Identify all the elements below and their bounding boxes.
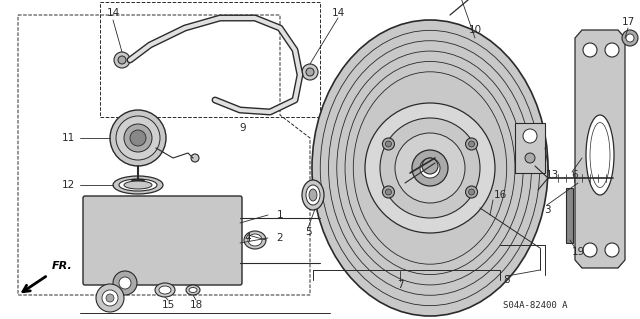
Text: 8: 8	[504, 275, 510, 285]
Ellipse shape	[124, 181, 152, 189]
Text: S04A-82400 A: S04A-82400 A	[503, 300, 567, 309]
Ellipse shape	[248, 234, 262, 246]
Ellipse shape	[306, 185, 320, 205]
Circle shape	[118, 56, 126, 64]
Circle shape	[525, 153, 535, 163]
Circle shape	[116, 116, 160, 160]
Circle shape	[605, 243, 619, 257]
Circle shape	[124, 124, 152, 152]
Bar	[515, 123, 545, 173]
Text: 16: 16	[493, 190, 507, 200]
Text: 19: 19	[572, 247, 584, 257]
Circle shape	[468, 189, 475, 195]
Ellipse shape	[119, 179, 157, 191]
Text: 13: 13	[545, 170, 559, 180]
Circle shape	[465, 138, 477, 150]
Ellipse shape	[302, 180, 324, 210]
Bar	[566, 188, 573, 243]
Ellipse shape	[186, 285, 200, 295]
Circle shape	[622, 30, 638, 46]
Text: FR.: FR.	[52, 261, 73, 271]
Text: 12: 12	[61, 180, 75, 190]
Circle shape	[306, 68, 314, 76]
Ellipse shape	[586, 115, 614, 195]
Ellipse shape	[189, 287, 197, 293]
Ellipse shape	[312, 20, 548, 316]
Text: 17: 17	[621, 17, 635, 27]
Circle shape	[380, 118, 480, 218]
Circle shape	[412, 150, 448, 186]
Text: 14: 14	[106, 8, 120, 18]
Ellipse shape	[244, 231, 266, 249]
Polygon shape	[575, 30, 625, 268]
Circle shape	[385, 189, 392, 195]
Bar	[100, 2, 320, 117]
Circle shape	[106, 294, 114, 302]
Circle shape	[302, 64, 318, 80]
Circle shape	[583, 43, 597, 57]
Circle shape	[468, 141, 475, 147]
Circle shape	[626, 34, 634, 42]
Text: 1: 1	[276, 210, 284, 220]
Circle shape	[385, 141, 392, 147]
Text: 18: 18	[189, 300, 203, 310]
Circle shape	[365, 103, 495, 233]
Ellipse shape	[159, 286, 171, 294]
Circle shape	[395, 133, 465, 203]
Circle shape	[110, 110, 166, 166]
Circle shape	[583, 243, 597, 257]
Circle shape	[465, 186, 477, 198]
Text: 15: 15	[161, 300, 175, 310]
Text: 5: 5	[305, 227, 311, 237]
Text: 10: 10	[468, 25, 481, 35]
Ellipse shape	[113, 176, 163, 194]
Text: 2: 2	[276, 233, 284, 243]
Circle shape	[119, 277, 131, 289]
Text: 4: 4	[244, 233, 252, 243]
Text: 3: 3	[544, 205, 550, 215]
Circle shape	[96, 284, 124, 312]
Circle shape	[523, 129, 537, 143]
Circle shape	[113, 271, 137, 295]
Circle shape	[605, 43, 619, 57]
Text: 14: 14	[332, 8, 344, 18]
Text: 7: 7	[397, 280, 403, 290]
Circle shape	[114, 52, 130, 68]
Circle shape	[130, 130, 146, 146]
Ellipse shape	[155, 283, 175, 297]
Text: 9: 9	[240, 123, 246, 133]
Circle shape	[102, 290, 118, 306]
Circle shape	[422, 158, 438, 174]
Circle shape	[191, 154, 199, 162]
Circle shape	[383, 186, 394, 198]
FancyBboxPatch shape	[83, 196, 242, 285]
Text: 11: 11	[61, 133, 75, 143]
Text: 6: 6	[572, 170, 579, 180]
Circle shape	[420, 158, 440, 178]
Circle shape	[383, 138, 394, 150]
Ellipse shape	[309, 189, 317, 201]
